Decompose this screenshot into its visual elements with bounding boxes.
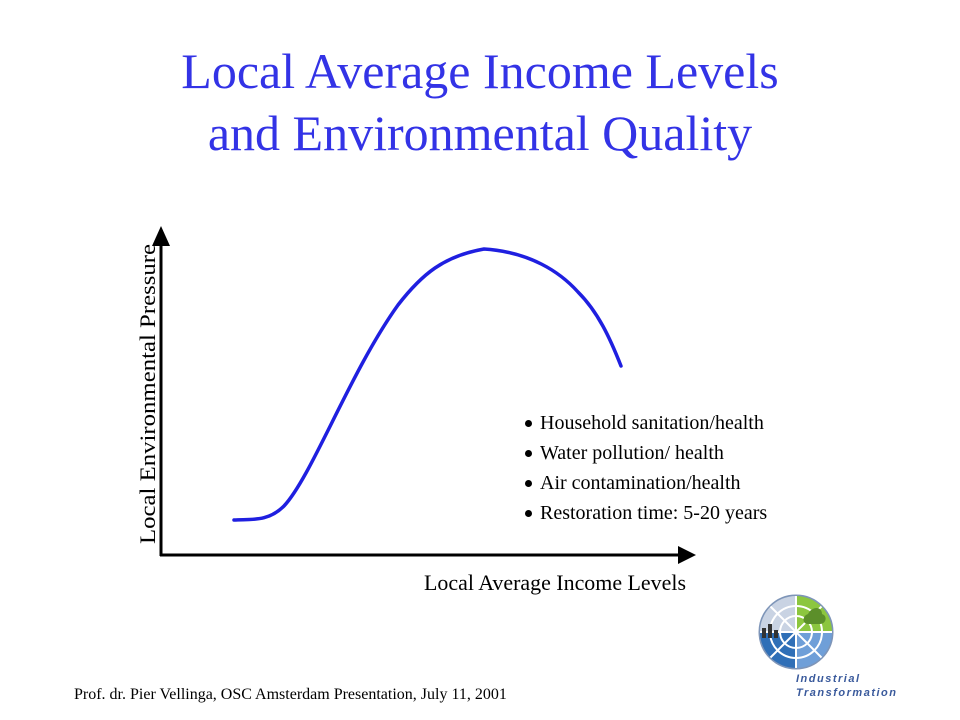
y-axis-arrowhead [152, 226, 170, 246]
x-axis-arrowhead [678, 546, 696, 564]
list-item-text: Air contamination/health [540, 472, 741, 494]
list-item: Household sanitation/health [521, 408, 767, 438]
presentation-credit: Prof. dr. Pier Vellinga, OSC Amsterdam P… [74, 686, 507, 703]
list-item: Water pollution/ health [521, 438, 767, 468]
list-item-text: Water pollution/ health [540, 442, 724, 464]
list-item: Restoration time: 5-20 years [521, 498, 767, 528]
y-axis-label: Local Environmental Pressure [135, 244, 160, 544]
x-axis-label: Local Average Income Levels [424, 570, 686, 595]
bullet-dot-icon [525, 419, 532, 427]
list-item-text: Household sanitation/health [540, 412, 764, 434]
slide-title: Local Average Income Levels and Environm… [0, 40, 960, 164]
pressure-curve [232, 247, 623, 522]
impact-list: Household sanitation/health Water pollut… [521, 408, 767, 528]
title-line-1: Local Average Income Levels [181, 43, 779, 99]
logo-line-1: Industrial [796, 673, 861, 685]
list-item: Air contamination/health [521, 468, 767, 498]
bullet-dot-icon [525, 509, 532, 517]
industrial-transformation-globe-icon [758, 594, 834, 670]
bullet-dot-icon [525, 449, 532, 457]
title-line-2: and Environmental Quality [207, 105, 753, 161]
logo-line-2: Transformation [796, 687, 898, 699]
logo-wordmark: Industrial Transformation [796, 672, 897, 700]
bullet-dot-icon [525, 479, 532, 487]
list-item-text: Restoration time: 5-20 years [540, 502, 768, 524]
